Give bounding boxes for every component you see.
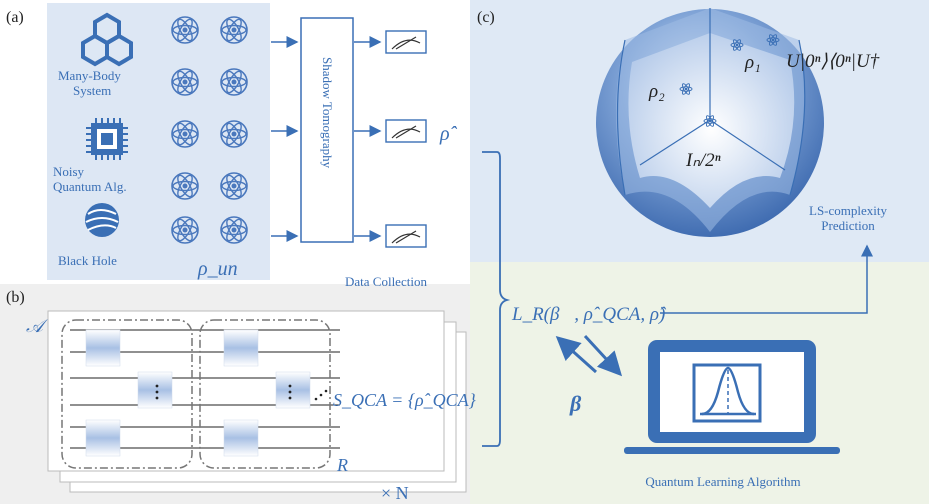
- circuit-layer-frame: [199, 319, 331, 469]
- circuit-layer-frame: [61, 319, 193, 469]
- source-many-body-line2: System: [73, 83, 111, 98]
- source-noisy-line2: Quantum Alg.: [53, 179, 127, 194]
- gate: [85, 329, 121, 367]
- qca-set-label: S_QCA = {ρ̂_QCA}: [333, 390, 477, 410]
- measurement-meter-icon: [385, 224, 427, 248]
- beta-parameter: β⃗: [569, 391, 598, 416]
- panel-c-label: (c): [477, 9, 495, 26]
- arrow-to-loss: [555, 335, 598, 374]
- panel-a-label: (a): [6, 9, 24, 26]
- shadow-tomography-box: [300, 17, 354, 243]
- chip-icon: [86, 118, 128, 160]
- algorithm-label: Quantum Learning Algorithm: [645, 474, 800, 489]
- estimate-rho-hat: ρ̂: [439, 123, 458, 145]
- bloch-ball: [596, 8, 824, 237]
- pure-state-formula: U|0ⁿ⟩⟨0ⁿ|U†: [786, 51, 880, 72]
- gate: [85, 419, 121, 457]
- prediction-line1: LS-complexity: [809, 203, 887, 218]
- molecule-icon: [81, 12, 133, 67]
- arrow-to-prediction: [660, 244, 873, 314]
- measurement-meter-icon: [385, 30, 427, 54]
- arrow-to-algorithm: [583, 334, 623, 377]
- collection-bracket: [482, 151, 511, 447]
- circuit-stack: [47, 310, 467, 493]
- gate: [275, 371, 311, 409]
- panel-a-background: [47, 3, 270, 280]
- black-hole-icon: [85, 203, 119, 237]
- source-many-body-line1: Many-Body: [58, 68, 121, 83]
- maximally-mixed-state: Iₙ/2ⁿ: [685, 150, 721, 171]
- measurement-meter-icon: [385, 119, 427, 143]
- prediction-line2: Prediction: [821, 218, 875, 233]
- loss-function: L_R(β⃗, ρ̂_QCA, ρ̂): [511, 304, 667, 325]
- gate: [137, 371, 173, 409]
- laptop-icon: [624, 340, 840, 454]
- gate: [223, 419, 259, 457]
- gate: [223, 329, 259, 367]
- r-label: R: [336, 455, 348, 475]
- source-noisy-line1: Noisy: [53, 164, 85, 179]
- source-black-hole: Black Hole: [58, 253, 117, 268]
- data-collection-label: Data Collection: [345, 274, 427, 289]
- rho1-label: ρ₁: [744, 52, 761, 73]
- shadow-tomography-label: Shadow Tomography: [320, 57, 335, 169]
- circuit-symbol: 𝒜: [26, 316, 48, 336]
- rho2-label: ρ₂: [648, 81, 665, 102]
- state-label-rho-un: ρ_un: [197, 258, 238, 280]
- copies-label: × N: [381, 483, 409, 503]
- panel-b-label: (b): [6, 289, 25, 306]
